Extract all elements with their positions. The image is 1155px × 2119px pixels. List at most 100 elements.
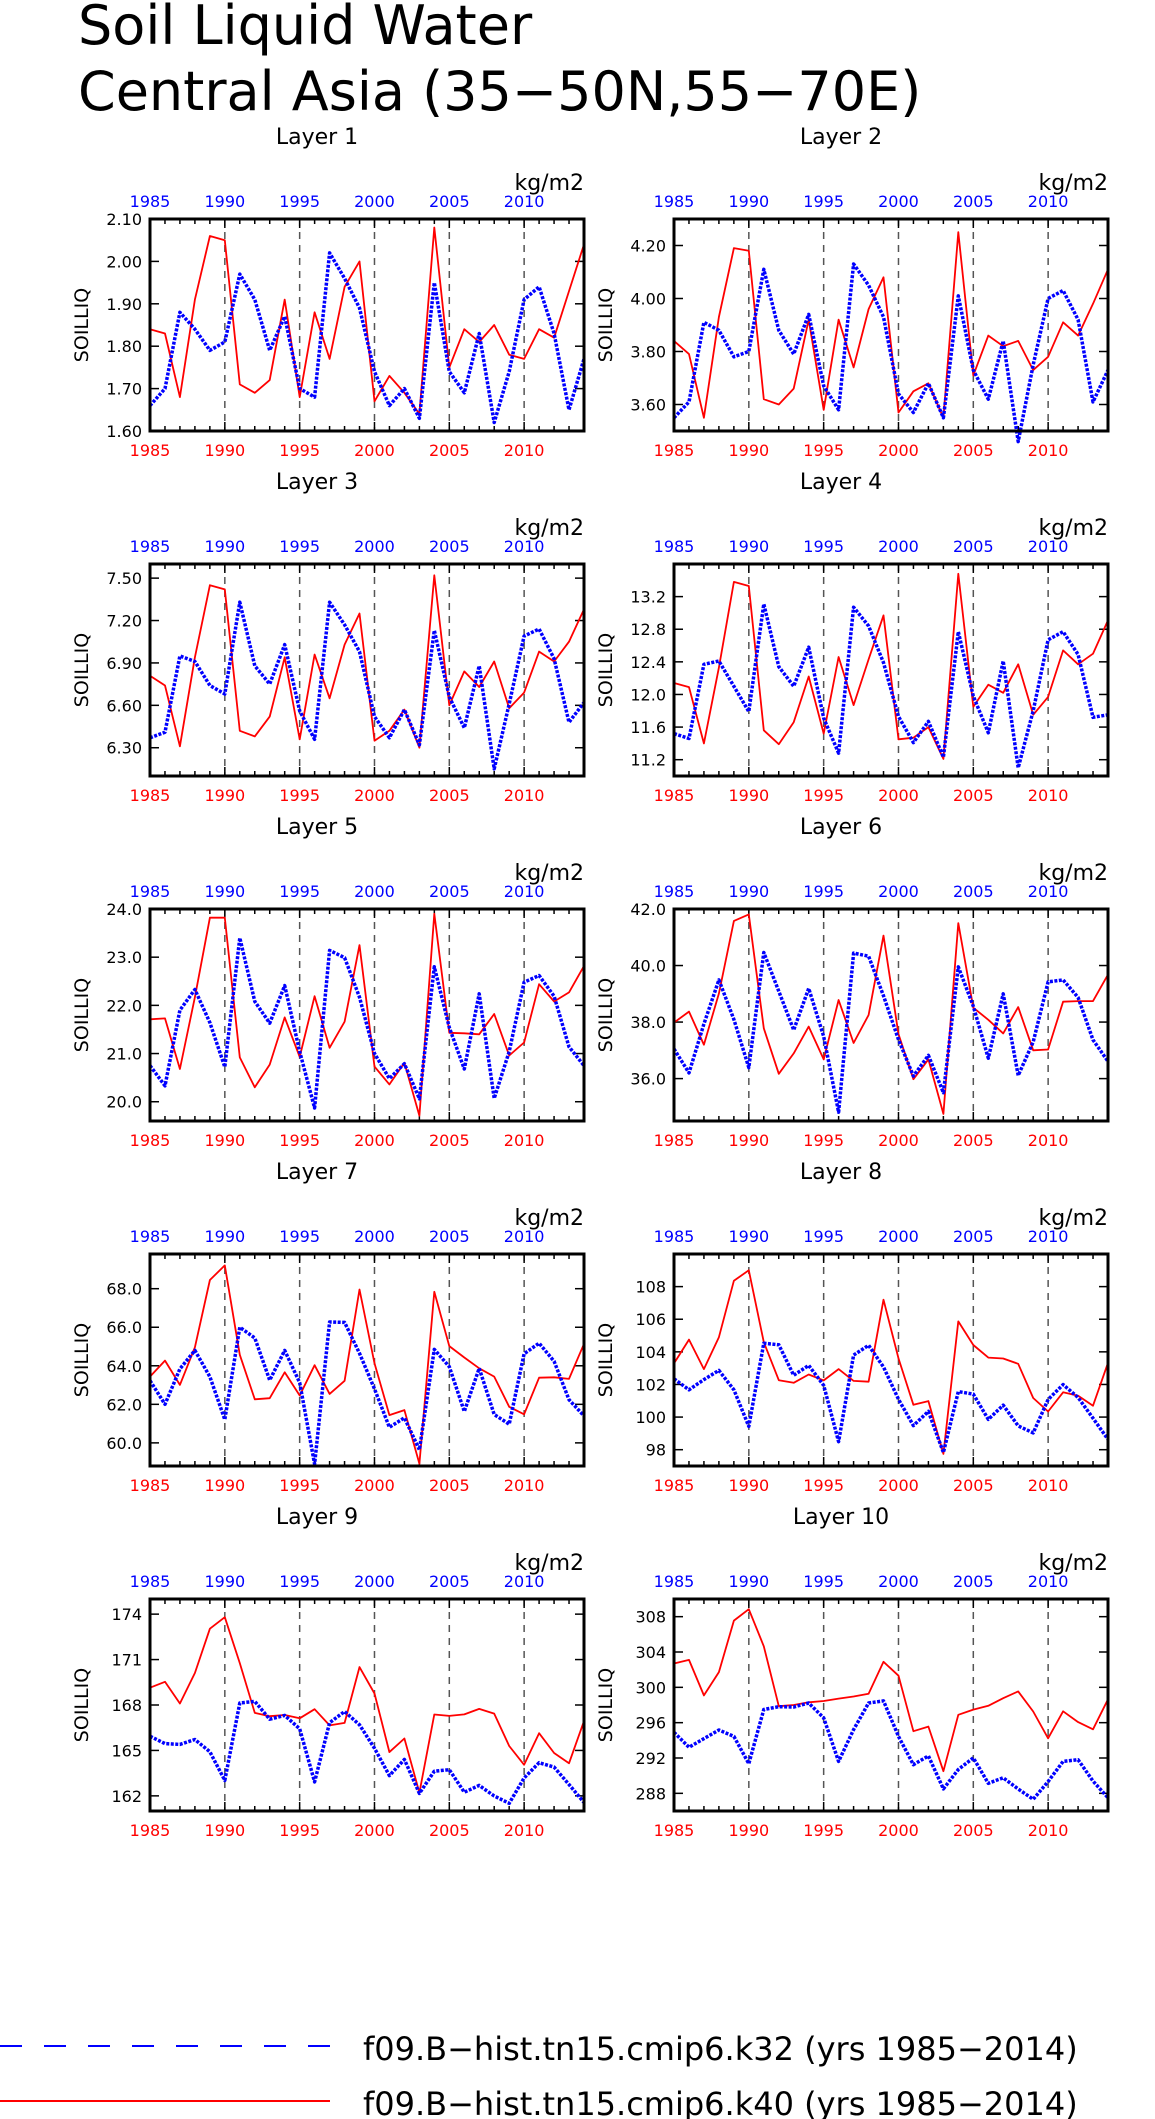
x-tick-label-bottom: 1985 xyxy=(130,1821,171,1840)
x-tick-label-top: 2000 xyxy=(878,1572,919,1591)
x-tick-label-bottom: 2005 xyxy=(429,1131,470,1150)
series-line-k32 xyxy=(149,1699,586,1806)
x-tick-label-bottom: 2010 xyxy=(504,441,545,460)
x-tick-label-top: 1990 xyxy=(204,537,245,556)
y-tick-label: 304 xyxy=(635,1643,666,1662)
x-tick-label-bottom: 1985 xyxy=(130,1476,171,1495)
panel-layer-10: Layer 10 kg/m2 SOILLIQ 1985 1985 1990 1990 1995… xyxy=(595,1505,1110,1840)
y-tick-label: 7.20 xyxy=(106,612,142,631)
panel-layer-8: Layer 8 kg/m2 SOILLIQ 1985 1985 1990 1990 1995 1… xyxy=(595,1160,1110,1495)
legend-label-k40: f09.B−hist.tn15.cmip6.k40 (yrs 1985−2014… xyxy=(363,2085,1078,2119)
y-axis-label: SOILLIQ xyxy=(71,288,93,362)
x-tick-label-top: 2010 xyxy=(1028,192,1069,211)
x-tick-label-bottom: 1990 xyxy=(728,1821,769,1840)
x-tick-label-bottom: 1990 xyxy=(204,1476,245,1495)
x-tick-label-bottom: 1990 xyxy=(204,786,245,805)
x-tick-label-bottom: 2000 xyxy=(878,1476,919,1495)
x-tick-label-top: 1995 xyxy=(279,537,320,556)
x-tick-label-bottom: 2005 xyxy=(953,1821,994,1840)
y-tick-label: 4.20 xyxy=(630,237,666,256)
y-tick-label: 288 xyxy=(635,1784,666,1803)
figure-title-line1: Soil Liquid Water xyxy=(78,0,533,57)
series-line-k40 xyxy=(149,1264,585,1465)
y-tick-label: 7.50 xyxy=(106,569,142,588)
panel-title: Layer 5 xyxy=(276,815,358,840)
x-tick-label-bottom: 2010 xyxy=(1028,441,1069,460)
y-tick-label: 1.90 xyxy=(106,295,142,314)
x-tick-label-top: 1995 xyxy=(803,1572,844,1591)
x-tick-label-bottom: 1985 xyxy=(654,1131,695,1150)
x-tick-label-bottom: 2000 xyxy=(354,1476,395,1495)
x-tick-label-top: 2010 xyxy=(1028,882,1069,901)
y-tick-label: 98 xyxy=(646,1441,666,1460)
y-tick-label: 12.4 xyxy=(630,653,666,672)
y-tick-label: 40.0 xyxy=(630,957,666,976)
x-tick-label-top: 2005 xyxy=(953,192,994,211)
x-tick-label-bottom: 2005 xyxy=(953,1131,994,1150)
series-line-k32 xyxy=(672,262,1110,444)
y-axis-label: SOILLIQ xyxy=(71,978,93,1052)
x-tick-label-top: 2005 xyxy=(429,882,470,901)
y-tick-label: 36.0 xyxy=(630,1070,666,1089)
x-tick-label-top: 2010 xyxy=(504,192,545,211)
x-tick-label-bottom: 1995 xyxy=(279,1821,320,1840)
y-tick-label: 174 xyxy=(111,1605,142,1624)
y-tick-label: 62.0 xyxy=(106,1395,142,1414)
panel-title: Layer 1 xyxy=(276,125,358,150)
panel-title: Layer 8 xyxy=(800,1160,882,1185)
plot-frame xyxy=(672,1597,1110,1813)
panel-title: Layer 10 xyxy=(793,1505,889,1530)
y-tick-label: 2.10 xyxy=(106,210,142,229)
x-tick-label-bottom: 1985 xyxy=(130,441,171,460)
panel-layer-5: Layer 5 kg/m2 SOILLIQ 1985 1985 1990 1990 1995 1… xyxy=(71,815,586,1150)
x-tick-label-top: 1995 xyxy=(279,882,320,901)
y-tick-label: 11.6 xyxy=(630,718,666,737)
x-tick-label-top: 2005 xyxy=(429,537,470,556)
x-tick-label-top: 1995 xyxy=(279,1572,320,1591)
x-tick-label-bottom: 2000 xyxy=(878,786,919,805)
plot-frame xyxy=(148,562,586,778)
x-tick-label-top: 2010 xyxy=(504,882,545,901)
x-tick-label-bottom: 1985 xyxy=(654,1821,695,1840)
x-tick-label-top: 1985 xyxy=(654,1572,695,1591)
x-tick-label-top: 1985 xyxy=(130,1227,171,1246)
y-axis-label: SOILLIQ xyxy=(595,1668,617,1742)
y-tick-label: 102 xyxy=(635,1375,666,1394)
x-tick-label-top: 1985 xyxy=(130,1572,171,1591)
x-tick-label-bottom: 1995 xyxy=(803,1476,844,1495)
x-tick-label-top: 2000 xyxy=(878,1227,919,1246)
x-tick-label-bottom: 2005 xyxy=(429,441,470,460)
legend: f09.B−hist.tn15.cmip6.k32 (yrs 1985−2014… xyxy=(0,2030,1078,2119)
series-line-k32 xyxy=(148,936,586,1110)
panel-title: Layer 2 xyxy=(800,125,882,150)
units-label: kg/m2 xyxy=(514,861,584,886)
series-line-k40 xyxy=(673,231,1109,419)
units-label: kg/m2 xyxy=(1038,1551,1108,1576)
units-label: kg/m2 xyxy=(514,1206,584,1231)
x-tick-label-top: 1985 xyxy=(654,882,695,901)
x-tick-label-top: 2010 xyxy=(1028,1227,1069,1246)
x-tick-label-top: 1995 xyxy=(279,1227,320,1246)
x-tick-label-top: 1995 xyxy=(803,882,844,901)
x-tick-label-bottom: 1985 xyxy=(654,441,695,460)
x-tick-label-top: 2005 xyxy=(429,1227,470,1246)
x-tick-label-bottom: 2005 xyxy=(429,786,470,805)
plot-frame xyxy=(672,1252,1110,1468)
x-tick-label-bottom: 2010 xyxy=(1028,786,1069,805)
x-tick-label-bottom: 1995 xyxy=(803,1821,844,1840)
plot-frame xyxy=(148,1597,586,1813)
x-tick-label-bottom: 2000 xyxy=(354,441,395,460)
y-tick-label: 20.0 xyxy=(106,1093,142,1112)
panel-layer-1: Layer 1 kg/m2 SOILLIQ 1985 1985 1990 1990 1995 1… xyxy=(71,125,586,460)
x-tick-label-bottom: 1985 xyxy=(130,1131,171,1150)
x-tick-label-top: 1985 xyxy=(654,537,695,556)
x-tick-label-bottom: 1985 xyxy=(130,786,171,805)
x-tick-label-bottom: 2005 xyxy=(953,441,994,460)
x-tick-label-bottom: 1995 xyxy=(279,786,320,805)
units-label: kg/m2 xyxy=(1038,1206,1108,1231)
y-tick-label: 68.0 xyxy=(106,1280,142,1299)
x-tick-label-bottom: 1995 xyxy=(279,441,320,460)
series-line-k32 xyxy=(672,950,1110,1114)
units-label: kg/m2 xyxy=(1038,516,1108,541)
y-tick-label: 104 xyxy=(635,1343,666,1362)
